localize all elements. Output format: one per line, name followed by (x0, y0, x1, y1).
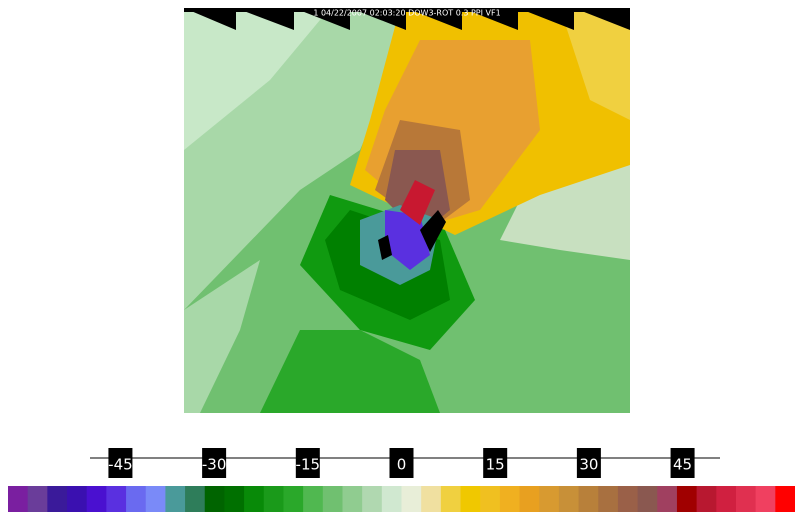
colorbar-swatch (539, 486, 559, 512)
colorbar-swatch (28, 486, 48, 512)
tick-label: 0 (397, 456, 407, 474)
colorbar-swatch (146, 486, 166, 512)
colorbar-swatch (224, 486, 244, 512)
colorbar-swatch (638, 486, 658, 512)
colorbar-swatch (618, 486, 638, 512)
radar-image (184, 8, 630, 413)
page: 1 04/22/2007 02:03:20 DOW3-ROT 0.3 PPI V… (0, 0, 795, 515)
tick-label: -30 (202, 456, 227, 474)
colorbar-swatch (461, 486, 481, 512)
colorbar-swatch (342, 486, 362, 512)
colorbar-swatch (67, 486, 87, 512)
colorbar-swatch (126, 486, 146, 512)
colorbar-swatch (185, 486, 205, 512)
colorbar-swatch (323, 486, 343, 512)
colorbar-swatch (736, 486, 756, 512)
tick-label: 45 (673, 456, 692, 474)
colorbar-swatch (520, 486, 540, 512)
colorbar-swatch (480, 486, 500, 512)
colorbar-swatch (500, 486, 520, 512)
colorbar-swatch (421, 486, 441, 512)
colorbar-swatch (244, 486, 264, 512)
colorbar-swatch (205, 486, 225, 512)
colorbar-swatch (362, 486, 382, 512)
colorbar-swatch (697, 486, 717, 512)
tick-label: -15 (296, 456, 321, 474)
colorbar-swatch (716, 486, 736, 512)
tick-label: 30 (579, 456, 598, 474)
colorbar-swatch (756, 486, 776, 512)
colorbar-swatch (657, 486, 677, 512)
colorbar-swatch (8, 486, 28, 512)
colorbar-swatch (303, 486, 323, 512)
colorbar-swatch (677, 486, 697, 512)
colorbar-swatch (47, 486, 67, 512)
tick-label: 15 (486, 456, 505, 474)
colorbar-swatch (165, 486, 185, 512)
colorbar-swatch (382, 486, 402, 512)
tick-label: -45 (108, 456, 133, 474)
colorbar-swatch (775, 486, 795, 512)
radar-view: 1 04/22/2007 02:03:20 DOW3-ROT 0.3 PPI V… (0, 0, 795, 515)
colorbar-swatch (87, 486, 107, 512)
colorbar-swatch (559, 486, 579, 512)
colorbar-swatch (264, 486, 284, 512)
colorbar-swatch (106, 486, 126, 512)
colorbar-swatch (283, 486, 303, 512)
colorbar-swatch (598, 486, 618, 512)
colorbar-swatch (441, 486, 461, 512)
header-text: 1 04/22/2007 02:03:20 DOW3-ROT 0.3 PPI V… (313, 9, 500, 18)
colorbar-swatch (579, 486, 599, 512)
colorbar-swatch (402, 486, 422, 512)
